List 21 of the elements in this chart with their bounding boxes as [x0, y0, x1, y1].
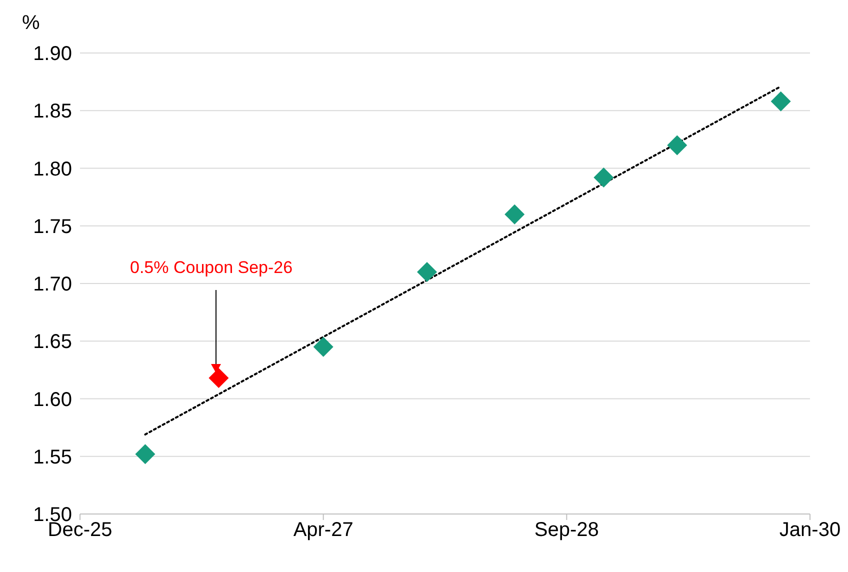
annotation: 0.5% Coupon Sep-26	[130, 258, 293, 278]
y-tick-label: 1.80	[33, 158, 72, 180]
point	[594, 167, 614, 188]
point	[770, 91, 791, 112]
y-tick-label: 1.90	[33, 43, 72, 66]
point	[667, 135, 688, 156]
point	[208, 368, 229, 388]
y-tick-label: 1.75	[33, 216, 72, 238]
y-tick-label: 1.65	[33, 331, 72, 354]
y-axis-title: %	[22, 12, 40, 35]
point	[416, 262, 437, 282]
point	[313, 336, 334, 357]
y-tick-label: 1.55	[33, 446, 72, 468]
x-tick-label: Jan-30	[779, 519, 841, 542]
point	[135, 444, 156, 464]
point	[504, 204, 525, 224]
x-tick-label: Sep-28	[534, 519, 599, 542]
x-tick-label: Apr-27	[293, 519, 354, 542]
y-tick-label: 1.85	[33, 100, 72, 123]
y-tick-label: 1.70	[33, 274, 72, 296]
y-tick-label: 1.60	[33, 388, 72, 411]
